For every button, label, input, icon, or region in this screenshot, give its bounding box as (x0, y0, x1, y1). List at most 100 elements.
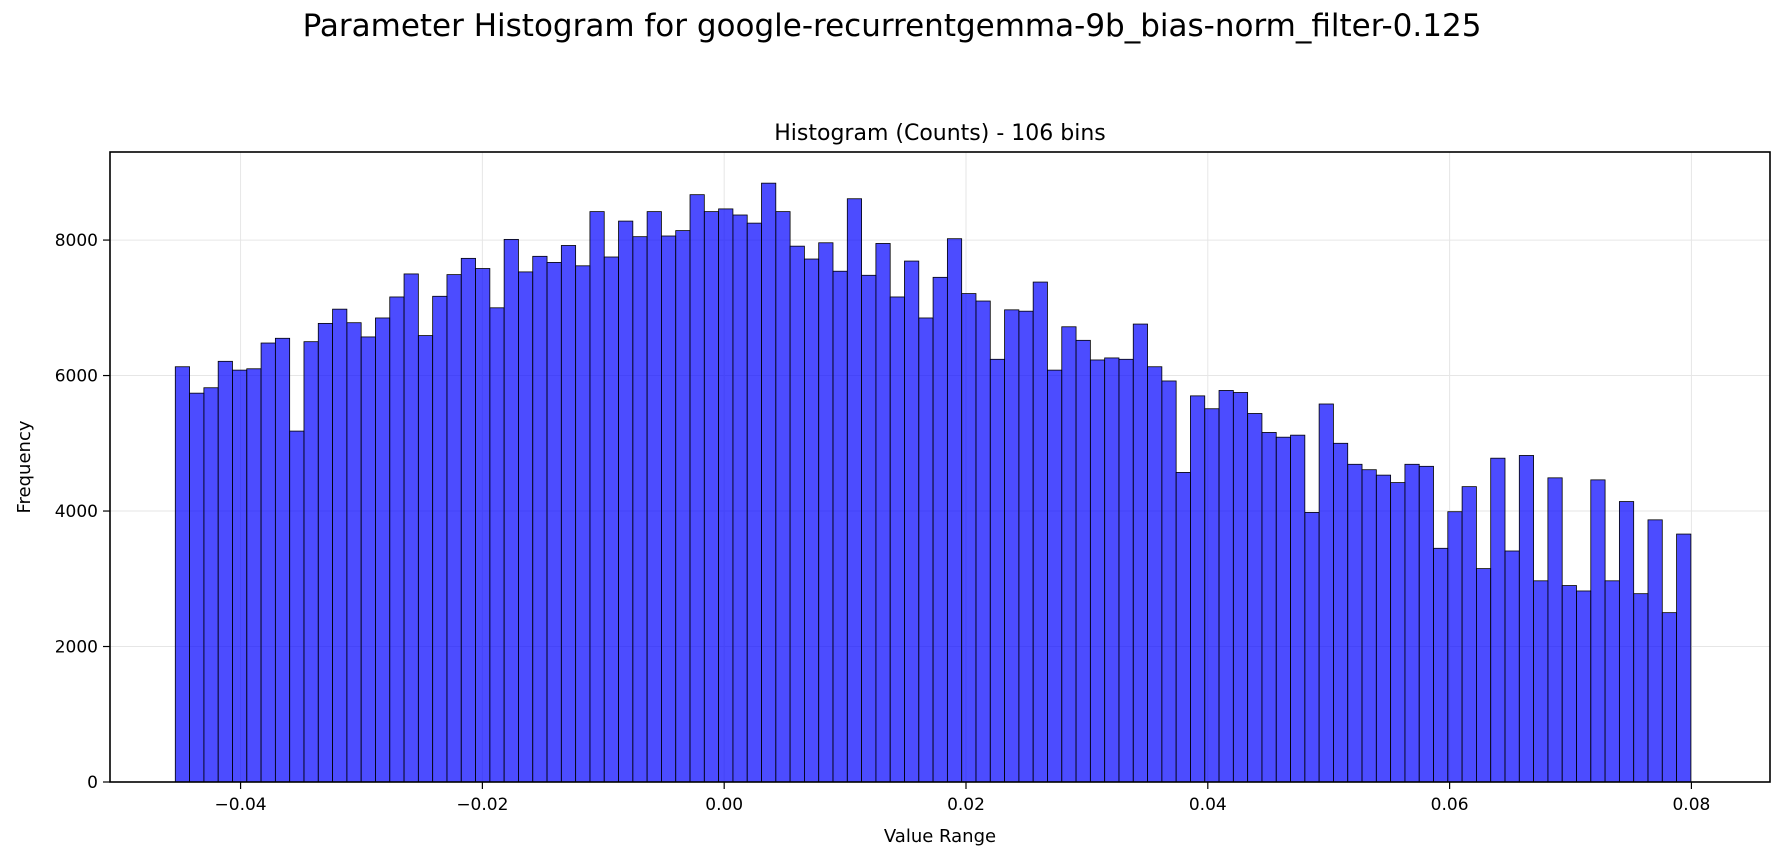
histogram-bar (1576, 590, 1592, 783)
histogram-bar (703, 211, 720, 783)
histogram-bar (346, 322, 362, 783)
axis-ticks: −0.04 −0.02 0.00 0.02 0.04 0.06 0.08 0 2000 4000 6… (55, 231, 1711, 815)
histogram-bar (1247, 413, 1263, 783)
histogram-bars (174, 182, 1692, 783)
x-tick-label: 0.00 (705, 795, 743, 815)
histogram-bar (446, 274, 462, 783)
histogram-bar (1304, 511, 1320, 783)
histogram-bar (1147, 366, 1163, 783)
x-tick-label: 0.02 (947, 795, 985, 815)
histogram-bar (1676, 533, 1692, 783)
histogram-bar (589, 211, 605, 783)
histogram-bar (189, 392, 205, 783)
y-tick-label: 6000 (55, 367, 98, 387)
y-tick-label: 0 (87, 773, 98, 793)
histogram-bar (861, 274, 877, 783)
histogram-bar (518, 271, 534, 783)
histogram-bar (961, 293, 977, 783)
histogram-bar (818, 242, 834, 783)
histogram-bar (1333, 442, 1349, 783)
histogram-bar (1161, 380, 1177, 783)
histogram-bar (1232, 392, 1249, 783)
y-tick-label: 2000 (55, 638, 98, 658)
histogram-bar (946, 238, 963, 783)
x-tick-label: 0.06 (1431, 795, 1469, 815)
histogram-bar (789, 245, 805, 783)
histogram-bar (432, 295, 448, 783)
histogram-bar (632, 236, 648, 783)
histogram-bar (1590, 479, 1606, 783)
histogram-bar (1633, 593, 1649, 783)
plot-frame (109, 151, 1771, 783)
histogram-bar (889, 296, 905, 783)
histogram-bar (375, 317, 391, 783)
x-axis-label: Value Range (884, 826, 996, 847)
histogram-bar (1047, 369, 1063, 783)
histogram-bar (1504, 550, 1520, 783)
x-tick-label: 0.04 (1189, 795, 1227, 815)
x-tick-label: −0.04 (215, 795, 267, 815)
histogram-bar (1661, 612, 1677, 783)
histogram-bar (1032, 281, 1048, 783)
histogram-bar (718, 208, 734, 783)
histogram-bar (932, 276, 948, 783)
histogram-bar (475, 268, 491, 783)
histogram-bar (332, 308, 348, 783)
histogram-bar (1647, 519, 1663, 783)
histogram-bar (1204, 408, 1220, 783)
histogram-bar (303, 341, 319, 783)
histogram-bar (1418, 465, 1434, 783)
histogram-bar (1433, 547, 1449, 783)
histogram-bar (1318, 403, 1334, 783)
histogram-bar (1518, 455, 1534, 783)
histogram-bar (1218, 390, 1234, 783)
histogram-bar (832, 270, 848, 783)
histogram-bar (1375, 474, 1392, 783)
histogram-bar (546, 262, 562, 783)
histogram-bar (904, 260, 920, 783)
histogram-bar (503, 238, 519, 783)
histogram-bar (989, 358, 1005, 783)
histogram-bar (1390, 482, 1406, 783)
histogram-bar (1447, 511, 1463, 783)
histogram-bar (1561, 585, 1577, 783)
histogram-bar (1061, 326, 1077, 783)
histogram-bar (603, 256, 619, 783)
histogram-bar (403, 273, 419, 783)
histogram-bar (732, 214, 748, 783)
histogram-bar (1132, 323, 1148, 783)
histogram-bar (1118, 358, 1134, 783)
histogram-bar (746, 222, 762, 783)
histogram-bar (846, 198, 862, 783)
histogram-bar (174, 366, 190, 783)
histogram-bar (1533, 580, 1549, 783)
histogram-bar (246, 368, 262, 783)
histogram-bar (1175, 472, 1191, 783)
histogram-bar (203, 387, 219, 783)
histogram-bar (1604, 580, 1620, 783)
y-tick-label: 4000 (55, 502, 98, 522)
histogram-bar (618, 220, 634, 783)
histogram-bar (1347, 463, 1363, 783)
histogram-bar (274, 337, 291, 783)
histogram-bar (389, 296, 405, 783)
histogram-bar (289, 430, 305, 783)
histogram-bar (761, 182, 777, 783)
histogram-bar (875, 243, 891, 783)
y-tick-label: 8000 (55, 231, 98, 251)
chart-title: Histogram (Counts) - 106 bins (774, 121, 1105, 146)
histogram-bar (1004, 309, 1020, 783)
figure-title: Parameter Histogram for google-recurrent… (302, 8, 1482, 44)
histogram-bar (317, 322, 333, 783)
histogram-bar (646, 211, 662, 783)
histogram-bar (560, 245, 577, 783)
y-axis-label: Frequency (14, 420, 35, 513)
histogram-bar (1075, 339, 1091, 783)
histogram-bar (689, 194, 705, 783)
histogram-bar (661, 235, 677, 783)
histogram-bar (360, 336, 376, 783)
histogram-bar (217, 360, 233, 783)
histogram-bar (1290, 434, 1306, 783)
histogram-bar (1476, 568, 1492, 783)
